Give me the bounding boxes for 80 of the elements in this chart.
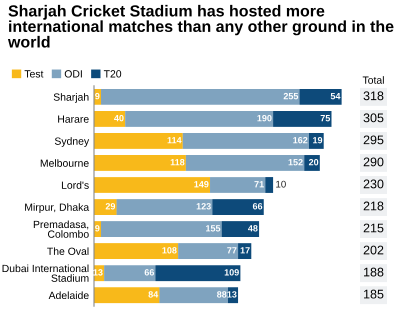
y-tick-label: Lord's — [62, 181, 89, 189]
data-label: 114 — [168, 137, 182, 144]
bar — [94, 199, 117, 215]
bar — [104, 265, 156, 282]
data-label: 123 — [196, 203, 211, 210]
data-label: 48 — [248, 225, 258, 232]
legend-label: Test — [24, 70, 44, 78]
bar — [101, 88, 300, 105]
text: 318 — [364, 91, 384, 100]
y-tick-label: Mirpur, Dhaka — [25, 203, 90, 213]
bar — [94, 133, 183, 149]
data-label: 54 — [330, 93, 340, 100]
data-label: 84 — [148, 291, 158, 298]
bar — [238, 243, 252, 260]
data-label: 162 — [293, 136, 308, 144]
data-label: 13 — [227, 291, 237, 298]
bar — [300, 88, 342, 105]
text: 230 — [364, 180, 384, 188]
data-label: 108 — [162, 247, 177, 254]
data-label: 255 — [284, 92, 298, 100]
data-label: 17 — [240, 247, 250, 254]
text: Total — [362, 76, 384, 84]
bar — [222, 221, 260, 237]
data-label: 190 — [257, 114, 272, 122]
bar — [159, 287, 228, 304]
y-tick-label: Sharjah — [54, 93, 88, 103]
data-label: 77 — [227, 247, 236, 254]
bar — [156, 265, 240, 282]
data-label: 66 — [144, 269, 154, 276]
data-label: 29 — [106, 203, 116, 210]
chart-title: Sharjah Cricket Stadium has hosted more international matches than any other ground in the world — [8, 4, 394, 48]
y-tick-label: Adelaide — [48, 291, 89, 300]
y-tick-label: Melbourne — [40, 159, 89, 167]
text: 215 — [364, 224, 384, 232]
data-label: 13 — [93, 269, 103, 276]
data-label: 9 — [95, 92, 100, 100]
bar — [94, 177, 210, 193]
data-label: 71 — [254, 181, 264, 188]
bar — [101, 221, 222, 237]
text: 185 — [364, 290, 384, 299]
bar — [304, 155, 320, 171]
y-tick-label: Dubai International Stadium — [2, 264, 88, 282]
data-label: 109 — [224, 269, 239, 276]
bar — [178, 243, 238, 260]
data-label: 88 — [217, 291, 226, 298]
bar — [210, 177, 266, 193]
legend-label: ODI — [64, 70, 82, 78]
bar — [94, 110, 126, 127]
data-label: 20 — [308, 159, 318, 166]
bar — [94, 287, 160, 304]
bar — [212, 199, 264, 215]
text: 305 — [364, 113, 384, 122]
bar — [94, 243, 178, 260]
data-label: 9 — [95, 225, 100, 232]
bar — [94, 155, 186, 171]
data-label: 19 — [313, 136, 322, 144]
data-label: 66 — [252, 203, 262, 210]
data-label: 149 — [194, 181, 209, 188]
text: 202 — [364, 246, 384, 254]
data-label: 155 — [206, 225, 220, 232]
text: 218 — [364, 202, 384, 210]
legend-label: T20 — [104, 70, 122, 78]
y-tick-label: The Oval — [47, 247, 88, 255]
bar — [265, 177, 274, 193]
bar — [116, 199, 212, 215]
y-tick-label: Premadasa, Colombo — [34, 220, 89, 238]
bar — [182, 133, 309, 149]
data-label: 10 — [276, 180, 286, 188]
bar — [186, 155, 304, 171]
text: 295 — [364, 135, 384, 144]
bar — [125, 110, 274, 127]
y-tick-label: Harare — [58, 116, 89, 123]
data-label: 152 — [288, 159, 303, 166]
data-label: 118 — [170, 159, 184, 166]
bar — [273, 110, 332, 127]
text: 188 — [364, 268, 384, 276]
data-label: 40 — [114, 114, 124, 122]
text: 290 — [364, 157, 384, 166]
data-label: 75 — [320, 115, 330, 122]
y-tick-label: Sydney — [54, 137, 90, 147]
